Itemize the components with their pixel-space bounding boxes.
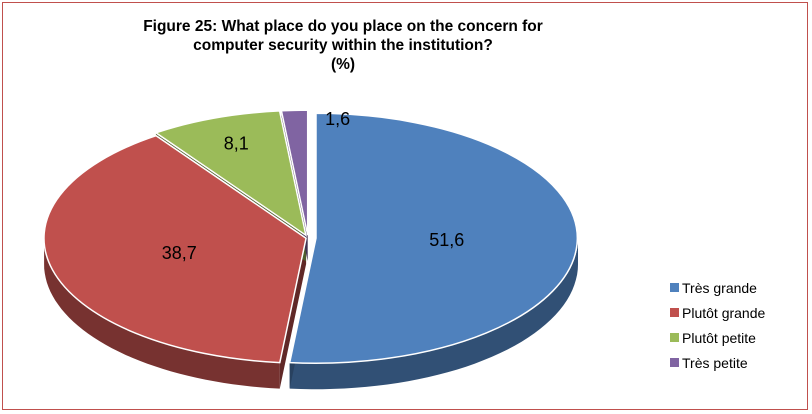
legend-label-tres-petite: Très petite — [682, 354, 748, 371]
data-label-tres-petite: 1,6 — [325, 109, 350, 129]
chart-title-line-2: computer security within the institution… — [193, 37, 493, 54]
legend-label-plutot-grande: Plutôt grande — [682, 304, 766, 321]
data-label-plutot-petite: 8,1 — [224, 134, 249, 154]
legend-swatch-plutot-petite — [670, 333, 679, 342]
legend-swatch-tres-grande — [670, 283, 679, 292]
legend-label-tres-grande: Très grande — [682, 279, 757, 296]
legend-item-plutot-grande: Plutôt grande — [670, 300, 765, 325]
pie-slice-plutot-grande — [43, 134, 307, 364]
legend-swatch-tres-petite — [670, 358, 679, 367]
chart-legend: Très grande Plutôt grande Plutôt petite … — [670, 275, 765, 375]
pie-wall-tres-grande — [289, 238, 578, 390]
legend-label-plutot-petite: Plutôt petite — [682, 329, 756, 346]
pie-slice-tres-petite — [280, 109, 309, 236]
chart-title: Figure 25: What place do you place on th… — [43, 17, 643, 74]
legend-item-tres-petite: Très petite — [670, 350, 765, 375]
pie-cut-plutot-grande-0 — [279, 238, 307, 389]
pie-tops — [43, 109, 579, 364]
chart-title-line-1: Figure 25: What place do you place on th… — [143, 18, 543, 35]
data-label-tres-grande: 51,6 — [429, 230, 464, 250]
data-label-plutot-grande: 38,7 — [162, 243, 197, 263]
pie-slice-tres-grande — [288, 112, 579, 364]
legend-item-plutot-petite: Plutôt petite — [670, 325, 765, 350]
legend-swatch-plutot-grande — [670, 308, 679, 317]
legend-item-tres-grande: Très grande — [670, 275, 765, 300]
pie-wall-plutot-grande — [44, 238, 280, 389]
pie-slice-plutot-petite — [154, 110, 308, 237]
chart-title-line-3: (%) — [330, 56, 356, 73]
